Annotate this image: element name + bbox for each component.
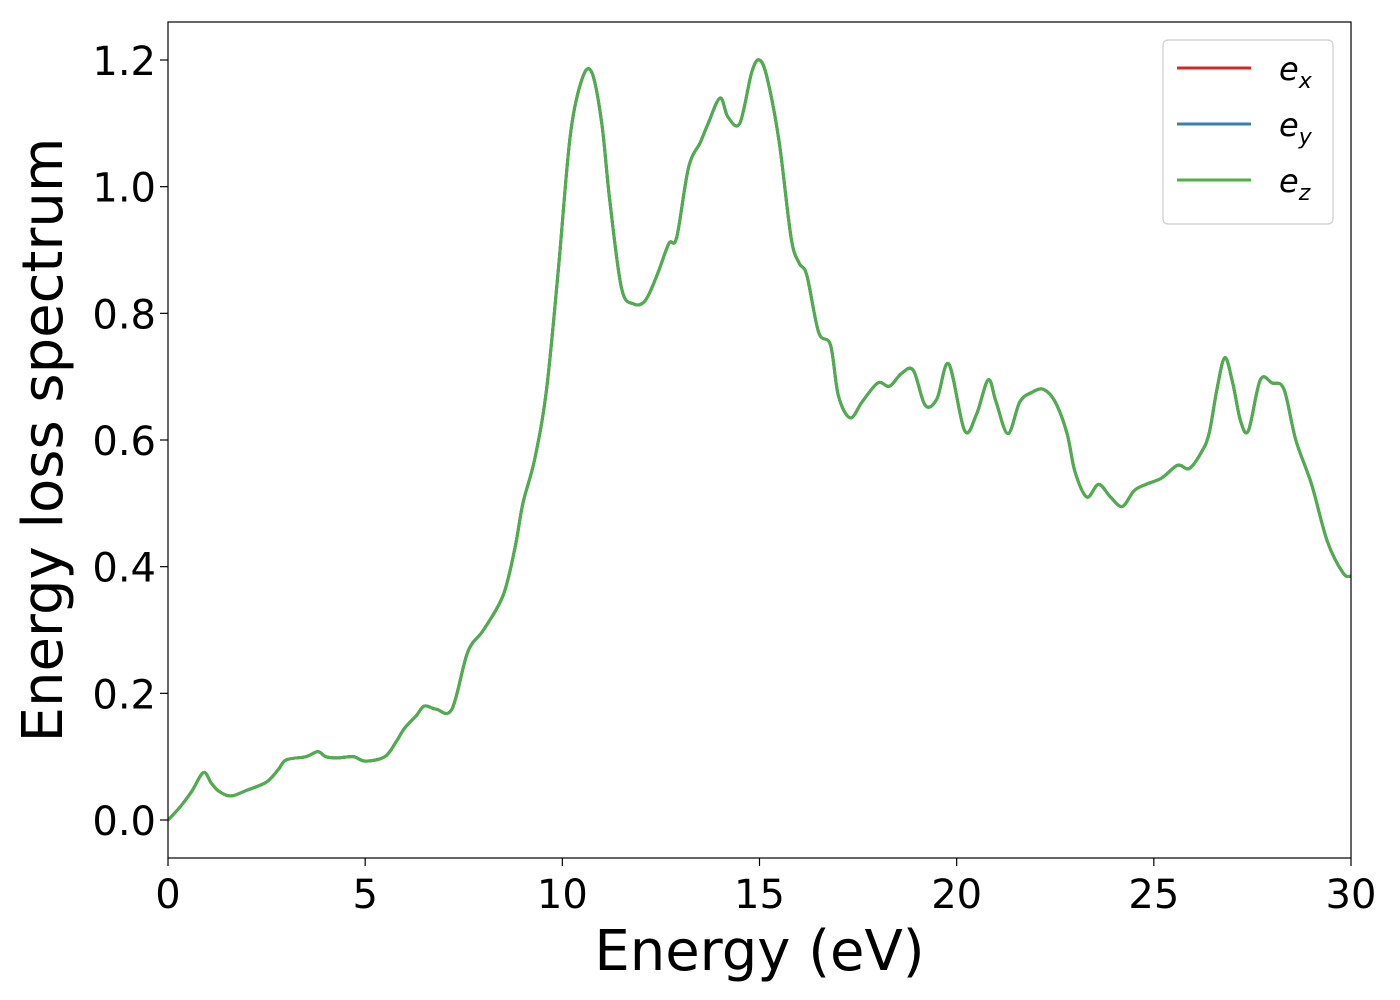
legend-label-base: e	[1279, 162, 1299, 200]
x-axis: 0 5 10 15 20 25 30	[155, 858, 1376, 918]
legend-box	[1162, 39, 1334, 225]
y-tick-label: 0.6	[92, 419, 156, 465]
x-axis-title: Energy (eV)	[594, 919, 924, 984]
x-tick-label: 15	[734, 872, 785, 918]
y-tick-label: 0.0	[92, 799, 156, 845]
x-tick-label: 30	[1326, 872, 1377, 918]
x-tick-label: 5	[352, 872, 377, 918]
y-axis: 0.0 0.2 0.4 0.6 0.8 1.0 1.2	[92, 39, 168, 845]
legend-label: ez	[1279, 162, 1311, 206]
x-tick-label: 10	[537, 872, 588, 918]
legend-label: ex	[1279, 50, 1313, 94]
legend-label-base: e	[1279, 106, 1299, 144]
legend-label-subscript: y	[1298, 125, 1313, 150]
y-axis-title: Energy loss spectrum	[11, 138, 76, 743]
legend-label-subscript: x	[1298, 69, 1313, 94]
series-line-e-z	[168, 58, 1351, 822]
series-layer	[168, 58, 1351, 822]
x-tick-label: 0	[155, 872, 180, 918]
legend-label: ey	[1279, 106, 1313, 150]
legend-label-base: e	[1279, 50, 1299, 88]
y-tick-label: 0.4	[92, 546, 156, 592]
y-tick-label: 0.2	[92, 672, 156, 718]
y-tick-label: 0.8	[92, 292, 156, 338]
y-tick-label: 1.2	[92, 39, 156, 85]
x-tick-label: 20	[931, 872, 982, 918]
y-tick-label: 1.0	[92, 166, 156, 212]
x-tick-label: 25	[1128, 872, 1179, 918]
legend-label-subscript: z	[1298, 181, 1311, 206]
